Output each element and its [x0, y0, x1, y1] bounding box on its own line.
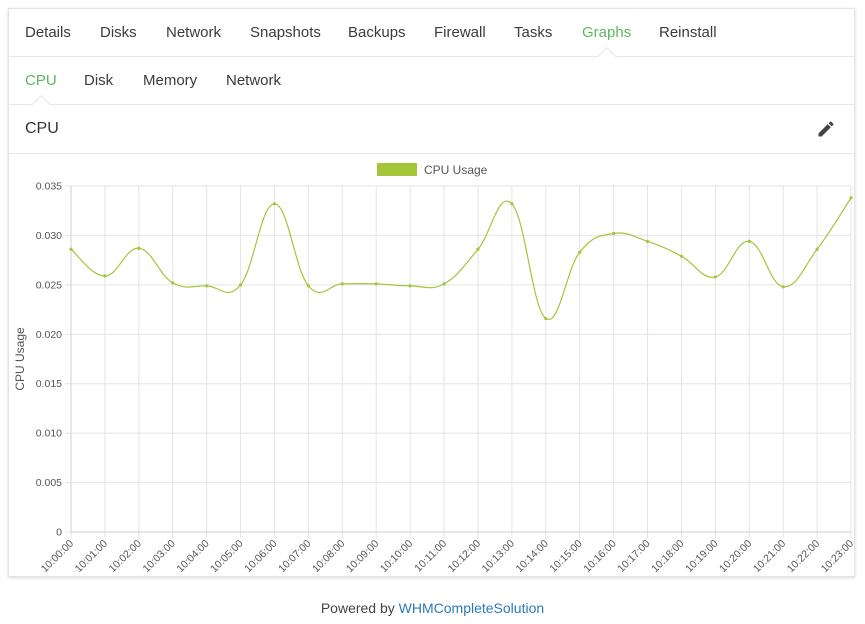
- legend-label: CPU Usage: [424, 163, 488, 177]
- x-tick-label: 10:03:00: [140, 538, 177, 575]
- x-tick-label: 10:17:00: [615, 538, 652, 575]
- data-point: [713, 275, 717, 279]
- y-tick-label: 0.010: [36, 428, 62, 440]
- x-tick-label: 10:06:00: [242, 538, 279, 575]
- x-tick-label: 10:22:00: [785, 538, 822, 575]
- tab-firewall[interactable]: Firewall: [434, 9, 486, 56]
- data-point: [272, 202, 277, 206]
- tab-tasks[interactable]: Tasks: [514, 9, 552, 56]
- data-point: [374, 282, 378, 286]
- y-tick-label: 0.035: [36, 181, 62, 193]
- tab-details[interactable]: Details: [25, 9, 71, 56]
- y-tick-label: 0.020: [36, 329, 62, 341]
- tab-reinstall-label: Reinstall: [659, 24, 717, 41]
- subtab-network-label: Network: [226, 72, 282, 89]
- pencil-icon[interactable]: [816, 119, 836, 139]
- x-tick-label: 10:11:00: [412, 538, 449, 575]
- data-point: [679, 254, 684, 258]
- tab-graphs-label: Graphs: [582, 24, 632, 41]
- tab-disks-label: Disks: [100, 24, 137, 41]
- data-point: [69, 247, 73, 251]
- subtab-disk-label: Disk: [84, 72, 114, 89]
- tab-snapshots-label: Snapshots: [250, 24, 321, 41]
- tab-network-label: Network: [166, 24, 222, 41]
- data-point: [408, 284, 412, 288]
- x-tick-label: 10:13:00: [480, 538, 517, 575]
- x-tick-label: 10:14:00: [514, 538, 551, 575]
- data-point: [137, 246, 141, 250]
- x-tick-label: 10:08:00: [310, 538, 347, 575]
- subtab-memory[interactable]: Memory: [143, 57, 197, 104]
- y-axis-label: CPU Usage: [13, 327, 27, 391]
- subtab-network[interactable]: Network: [226, 57, 281, 104]
- data-point: [442, 282, 446, 286]
- data-point: [238, 283, 243, 287]
- data-point: [815, 247, 819, 251]
- cpu-usage-chart: 0 0.005 0.010 0.015 0.020 0.025 0.030 0.035 10:0…: [13, 163, 854, 575]
- data-point: [510, 202, 514, 206]
- data-point: [849, 196, 853, 200]
- tab-backups-label: Backups: [348, 24, 406, 41]
- tab-network[interactable]: Network: [166, 9, 221, 56]
- data-point: [476, 247, 480, 251]
- data-point: [340, 282, 344, 286]
- tab-firewall-label: Firewall: [434, 24, 486, 41]
- subtab-cpu-label: CPU: [25, 72, 57, 89]
- footer-text: Powered by: [320, 600, 399, 616]
- x-tick-label: 10:23:00: [819, 538, 854, 575]
- graph-subtabs: CPU Disk Memory Network: [9, 57, 854, 115]
- main-tabs: Details Disks Network Snapshots Backups Firew…: [9, 9, 854, 67]
- vps-management-card: Details Disks Network Snapshots Backups Firew…: [8, 8, 855, 577]
- tab-graphs[interactable]: Graphs: [582, 9, 631, 56]
- subtab-disk[interactable]: Disk: [84, 57, 113, 104]
- x-tick-label: 10:18:00: [649, 538, 686, 575]
- data-point: [205, 284, 209, 288]
- data-point: [578, 250, 582, 254]
- panel-header: CPU: [9, 105, 854, 154]
- tab-backups[interactable]: Backups: [348, 9, 406, 56]
- data-point: [612, 231, 616, 236]
- subtab-memory-label: Memory: [143, 72, 198, 89]
- y-tick-label: 0.030: [36, 230, 62, 242]
- x-tick-label: 10:20:00: [717, 538, 754, 575]
- x-tick-label: 10:21:00: [751, 538, 788, 575]
- x-tick-label: 10:02:00: [107, 538, 144, 575]
- x-tick-label: 10:01:00: [73, 538, 110, 575]
- tab-details-label: Details: [25, 24, 71, 41]
- subtab-cpu[interactable]: CPU: [25, 57, 57, 104]
- tab-snapshots[interactable]: Snapshots: [250, 9, 321, 56]
- data-point: [747, 239, 751, 243]
- x-tick-label: 10:10:00: [378, 538, 415, 575]
- data-point: [306, 284, 310, 288]
- y-tick-label: 0: [56, 527, 62, 539]
- x-tick-label: 10:15:00: [547, 538, 584, 575]
- data-point: [103, 274, 107, 278]
- data-point: [781, 285, 785, 289]
- x-tick-label: 10:00:00: [39, 538, 76, 575]
- x-tick-label: 10:09:00: [344, 538, 381, 575]
- x-tick-label: 10:07:00: [276, 538, 313, 575]
- y-tick-label: 0.015: [36, 378, 62, 390]
- series-line-cpu-usage: [70, 197, 852, 321]
- x-tick-label: 10:16:00: [581, 538, 618, 575]
- x-tick-label: 10:04:00: [174, 538, 211, 575]
- x-tick-label: 10:12:00: [446, 538, 483, 575]
- legend-swatch: [377, 163, 417, 176]
- tab-reinstall[interactable]: Reinstall: [659, 9, 717, 56]
- tab-disks[interactable]: Disks: [100, 9, 137, 56]
- panel-title: CPU: [25, 120, 59, 137]
- footer: Powered by WHMCompleteSolution: [0, 600, 865, 616]
- data-point: [544, 316, 548, 321]
- x-tick-label: 10:05:00: [208, 538, 245, 575]
- y-tick-label: 0.025: [36, 279, 62, 291]
- y-tick-label: 0.005: [36, 477, 62, 489]
- tab-tasks-label: Tasks: [514, 24, 553, 41]
- footer-link[interactable]: WHMCompleteSolution: [398, 600, 545, 616]
- data-point: [171, 281, 175, 285]
- data-point: [645, 239, 650, 243]
- x-tick-label: 10:19:00: [683, 538, 720, 575]
